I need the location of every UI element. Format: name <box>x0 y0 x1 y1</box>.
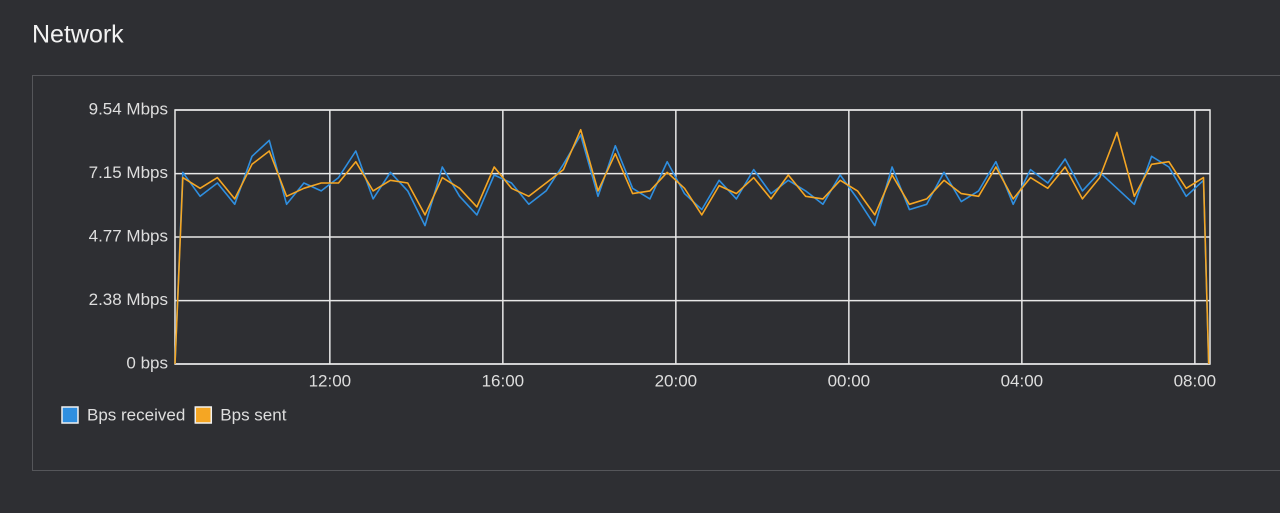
panel-frame <box>32 75 1280 471</box>
y-tick-label: 0 bps <box>126 353 168 372</box>
y-tick-label: 2.38 Mbps <box>89 290 168 309</box>
panel-title: Network <box>32 21 124 49</box>
legend-swatch <box>61 406 79 424</box>
x-tick-label: 20:00 <box>655 371 698 390</box>
x-tick-label: 04:00 <box>1001 371 1044 390</box>
x-tick-label: 12:00 <box>309 371 352 390</box>
y-tick-label: 7.15 Mbps <box>89 163 168 182</box>
x-tick-label: 00:00 <box>828 371 871 390</box>
x-tick-label: 16:00 <box>482 371 525 390</box>
y-tick-label: 9.54 Mbps <box>89 99 168 118</box>
legend-label[interactable]: Bps received <box>87 405 185 424</box>
legend-label[interactable]: Bps sent <box>220 405 286 424</box>
legend-swatch <box>194 406 213 424</box>
y-tick-label: 4.77 Mbps <box>89 226 168 245</box>
x-tick-label: 08:00 <box>1174 371 1217 390</box>
series-line <box>174 128 1210 365</box>
